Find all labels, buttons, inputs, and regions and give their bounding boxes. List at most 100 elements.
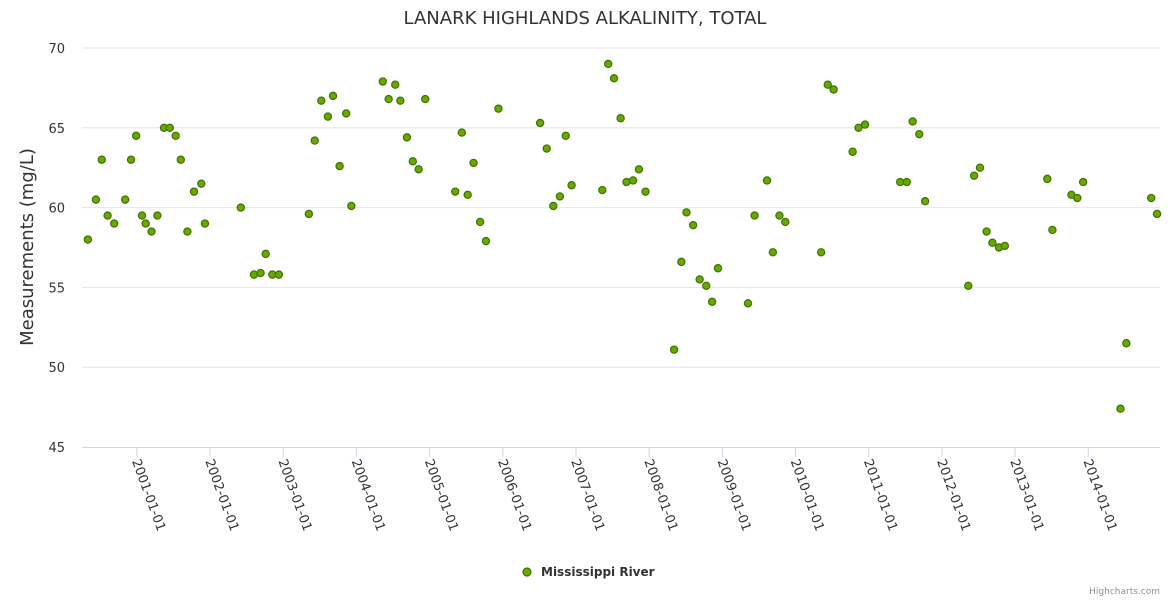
data-point[interactable] (197, 179, 206, 188)
data-point[interactable] (414, 165, 423, 174)
legend[interactable]: Mississippi River (522, 565, 655, 579)
data-point[interactable] (494, 104, 503, 113)
data-point[interactable] (816, 248, 826, 257)
data-point[interactable] (775, 211, 784, 220)
data-point[interactable] (848, 147, 857, 156)
data-point[interactable] (317, 96, 326, 105)
data-point[interactable] (616, 114, 625, 123)
data-point[interactable] (396, 96, 405, 105)
data-point[interactable] (695, 275, 704, 284)
data-point[interactable] (341, 109, 351, 118)
data-point[interactable] (457, 128, 467, 137)
data-point[interactable] (982, 227, 991, 236)
data-point[interactable] (236, 203, 246, 212)
data-point[interactable] (481, 236, 491, 246)
data-point[interactable] (860, 120, 870, 129)
data-point[interactable] (1152, 209, 1162, 219)
data-point[interactable] (1116, 404, 1125, 413)
data-point[interactable] (402, 133, 412, 142)
data-point[interactable] (702, 281, 711, 291)
data-point[interactable] (378, 77, 387, 86)
data-point[interactable] (677, 257, 686, 267)
data-point[interactable] (183, 227, 192, 236)
data-point[interactable] (1043, 174, 1052, 184)
data-point[interactable] (561, 131, 570, 140)
data-point[interactable] (1000, 241, 1010, 251)
data-point[interactable] (750, 211, 759, 220)
data-point[interactable] (854, 123, 863, 133)
data-point[interactable] (384, 94, 393, 104)
data-point[interactable] (823, 80, 832, 89)
data-point[interactable] (567, 181, 576, 190)
data-point[interactable] (126, 155, 136, 164)
data-point[interactable] (915, 129, 924, 139)
data-point[interactable] (97, 155, 106, 164)
data-point[interactable] (189, 187, 199, 196)
data-point[interactable] (110, 219, 119, 228)
data-point[interactable] (256, 268, 265, 278)
data-point[interactable] (902, 177, 911, 187)
data-point[interactable] (310, 136, 319, 145)
data-point[interactable] (598, 185, 607, 195)
data-point[interactable] (83, 235, 93, 244)
data-point[interactable] (141, 219, 150, 228)
data-point[interactable] (535, 118, 545, 128)
data-point[interactable] (328, 91, 338, 101)
data-point[interactable] (628, 176, 638, 185)
data-point[interactable] (335, 161, 344, 171)
data-point[interactable] (682, 208, 691, 217)
data-point[interactable] (549, 201, 558, 211)
data-point[interactable] (153, 211, 162, 220)
data-point[interactable] (743, 299, 753, 308)
data-point[interactable] (1122, 339, 1131, 348)
data-point[interactable] (555, 192, 565, 201)
data-point[interactable] (707, 297, 717, 306)
data-point[interactable] (688, 220, 698, 230)
data-point[interactable] (634, 165, 644, 174)
data-point[interactable] (147, 227, 156, 236)
data-point[interactable] (975, 163, 985, 172)
data-point[interactable] (969, 171, 979, 180)
data-point[interactable] (274, 270, 284, 279)
data-point[interactable] (603, 59, 613, 69)
data-point[interactable] (408, 157, 417, 166)
data-point[interactable] (176, 155, 185, 164)
data-point[interactable] (304, 209, 314, 219)
data-point[interactable] (165, 123, 175, 133)
data-point[interactable] (1073, 193, 1082, 203)
data-point[interactable] (829, 85, 838, 94)
data-point[interactable] (908, 117, 917, 126)
data-point[interactable] (542, 144, 551, 153)
data-point[interactable] (200, 219, 210, 228)
data-point[interactable] (120, 195, 130, 204)
data-point[interactable] (768, 248, 778, 257)
data-point[interactable] (137, 211, 147, 220)
data-point[interactable] (713, 264, 723, 273)
legend-item-label[interactable]: Mississippi River (541, 565, 655, 579)
data-point[interactable] (91, 195, 101, 204)
data-point[interactable] (781, 217, 790, 227)
data-point[interactable] (261, 249, 270, 259)
data-point[interactable] (469, 158, 478, 168)
data-point[interactable] (103, 211, 112, 220)
data-point[interactable] (1147, 193, 1156, 203)
data-point[interactable] (762, 176, 772, 185)
data-point[interactable] (323, 112, 333, 121)
data-point[interactable] (964, 281, 973, 291)
data-point[interactable] (391, 80, 400, 89)
data-point[interactable] (669, 345, 679, 354)
credits-link[interactable]: Highcharts.com (1089, 587, 1160, 597)
data-point[interactable] (641, 187, 650, 196)
data-point[interactable] (609, 74, 619, 83)
data-point[interactable] (451, 187, 460, 196)
data-point[interactable] (475, 217, 485, 227)
data-point[interactable] (988, 238, 997, 247)
data-point[interactable] (463, 190, 472, 200)
data-point[interactable] (1078, 177, 1088, 187)
data-point[interactable] (920, 197, 930, 206)
data-point[interactable] (421, 94, 430, 104)
data-point[interactable] (1048, 225, 1057, 235)
data-point[interactable] (131, 131, 141, 140)
data-point[interactable] (171, 131, 180, 140)
data-point[interactable] (347, 201, 356, 211)
